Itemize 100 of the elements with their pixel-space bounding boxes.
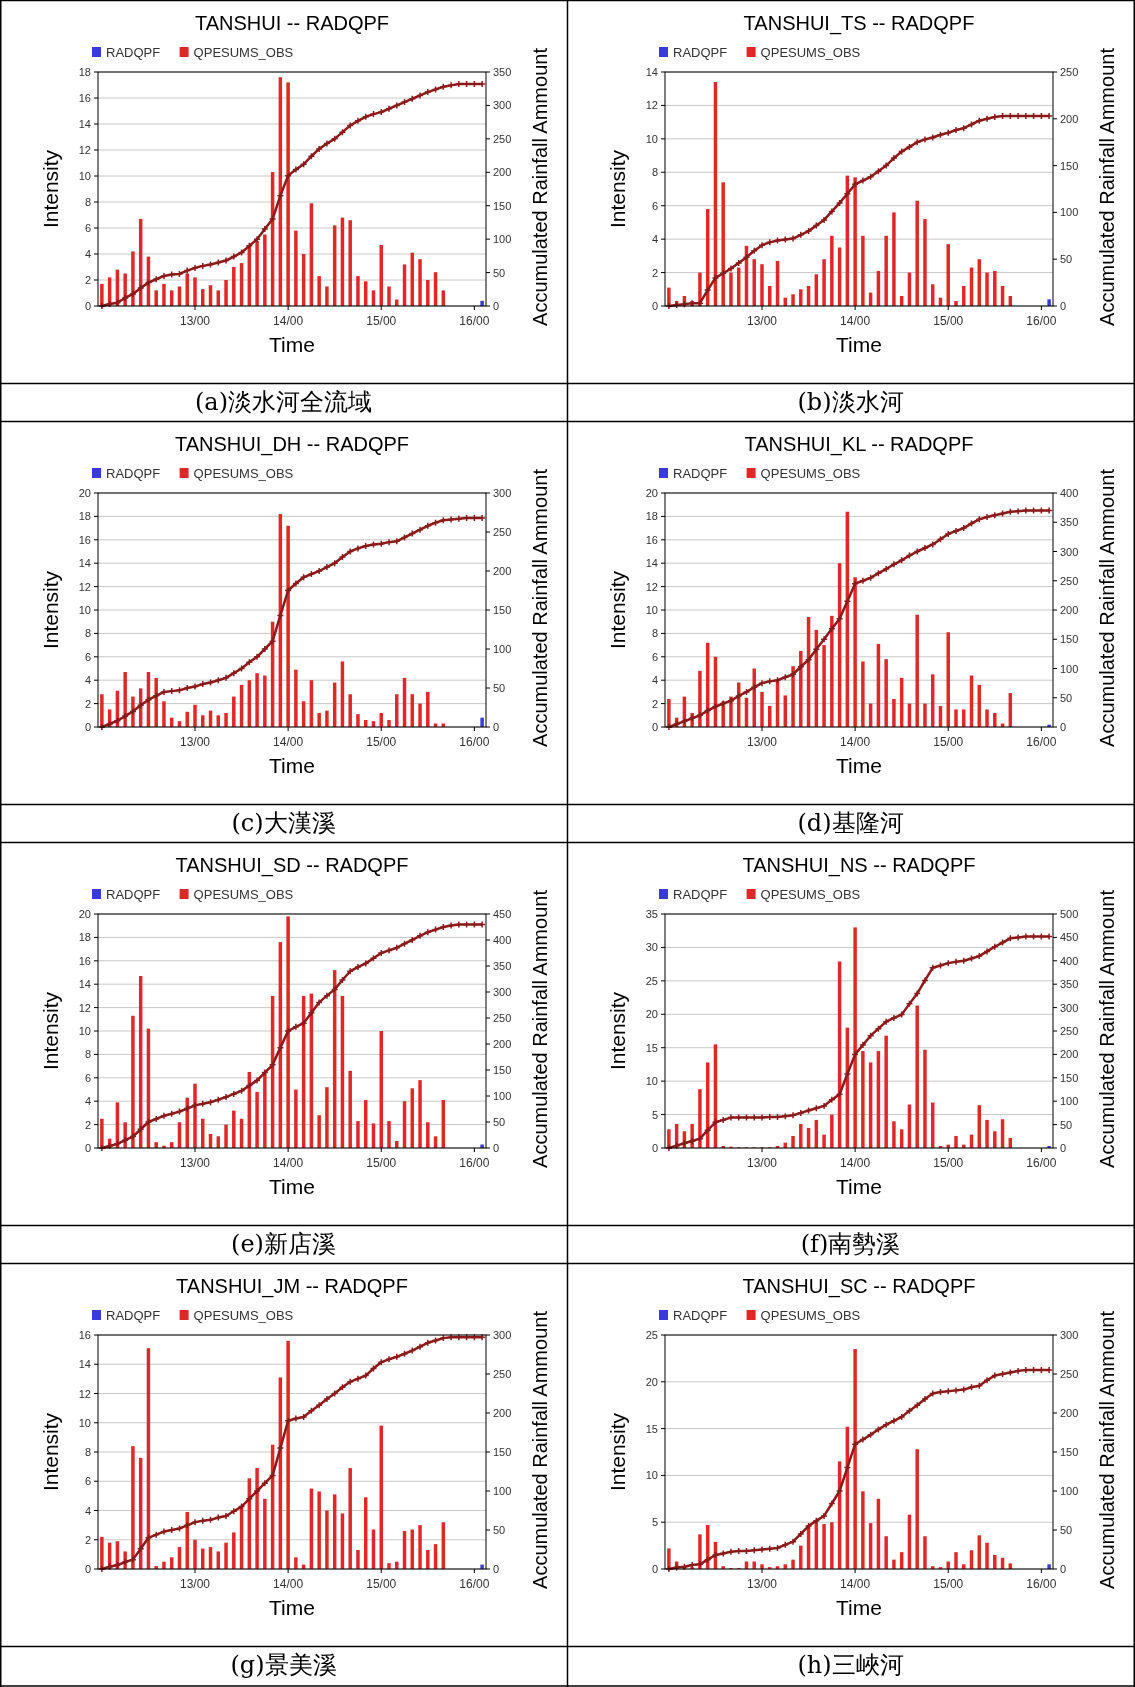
y2-tick-label: 250: [1060, 574, 1079, 587]
y2-tick-label: 200: [493, 1038, 512, 1050]
y-tick-label: 6: [84, 1071, 91, 1084]
y2-tick-label: 150: [1060, 633, 1079, 646]
x-tick-label: 16/00: [459, 1577, 490, 1591]
y2-tick-label: 100: [1060, 1095, 1079, 1108]
y-tick-label: 8: [84, 1446, 91, 1458]
y-tick-label: 10: [78, 170, 91, 182]
y-tick-label: 25: [645, 974, 658, 987]
y2-tick-label: 50: [493, 266, 506, 279]
y2-axis-title: Accumulated Rainfall Ammount: [1096, 47, 1118, 326]
legend-label: RADQPF: [106, 45, 161, 60]
y2-tick-label: 200: [493, 1407, 512, 1419]
y-axis-title: Intensity: [39, 149, 62, 229]
legend-label: RADQPF: [106, 1308, 161, 1323]
legend-label: QPESUMS_OBS: [760, 887, 861, 902]
y-tick-label: 18: [78, 931, 91, 944]
x-tick-label: 13/00: [179, 735, 211, 749]
y2-tick-label: 150: [1060, 159, 1079, 172]
y-tick-label: 0: [84, 1142, 91, 1154]
y2-tick-label: 250: [493, 1012, 512, 1024]
text: (f)南勢溪: [799, 1229, 902, 1260]
x-tick-label: 15/00: [366, 314, 397, 328]
y-tick-label: 0: [651, 300, 658, 312]
y2-tick-label: 300: [493, 1329, 512, 1341]
y2-tick-label: 300: [493, 99, 512, 112]
legend-label: QPESUMS_OBS: [193, 45, 294, 60]
y2-tick-label: 50: [1060, 691, 1073, 704]
x-tick-label: 15/00: [933, 314, 964, 328]
y-tick-label: 12: [645, 580, 658, 593]
legend-label: QPESUMS_OBS: [760, 1308, 861, 1323]
y2-tick-label: 50: [493, 682, 506, 694]
y2-axis-title: Accumulated Rainfall Ammount: [1096, 889, 1118, 1168]
y-tick-label: 0: [651, 721, 658, 733]
x-tick-label: 13/00: [746, 314, 778, 328]
y2-tick-label: 150: [493, 604, 512, 616]
y2-axis-title: Accumulated Rainfall Ammount: [529, 1310, 551, 1589]
y2-tick-label: 200: [493, 166, 512, 179]
y-tick-label: 8: [84, 627, 91, 640]
y-tick-label: 6: [651, 199, 658, 212]
legend-label: RADQPF: [673, 466, 728, 481]
y-tick-label: 20: [78, 487, 91, 499]
chart-title: TANSHUI -- RADQPF: [194, 12, 390, 34]
x-axis-title: Time: [269, 1596, 315, 1619]
y-axis-title: Intensity: [39, 991, 62, 1071]
x-tick-label: 14/00: [273, 1577, 304, 1591]
legend-label: RADQPF: [673, 1308, 728, 1323]
y2-tick-label: 0: [1060, 721, 1067, 733]
y2-tick-label: 450: [493, 908, 512, 920]
y2-tick-label: 0: [1060, 300, 1067, 312]
x-tick-label: 15/00: [933, 735, 964, 749]
y-tick-label: 14: [78, 1358, 91, 1371]
y-tick-label: 10: [78, 1025, 91, 1037]
y-tick-label: 10: [645, 1075, 658, 1088]
y2-tick-label: 0: [493, 1563, 500, 1575]
y-tick-label: 18: [78, 510, 91, 523]
y2-tick-label: 150: [493, 199, 512, 212]
y-tick-label: 2: [651, 266, 658, 279]
legend-label: QPESUMS_OBS: [760, 45, 861, 60]
y-tick-label: 10: [78, 1416, 91, 1429]
chart-title: TANSHUI_NS -- RADQPF: [742, 854, 976, 877]
y2-tick-label: 0: [1060, 1142, 1067, 1154]
x-axis-title: Time: [836, 754, 882, 777]
y-tick-label: 15: [645, 1422, 658, 1435]
y-axis-title: Intensity: [606, 1412, 629, 1492]
y-tick-label: 20: [645, 1008, 658, 1021]
x-tick-label: 16/00: [1026, 1156, 1057, 1170]
y2-tick-label: 150: [493, 1064, 512, 1076]
y2-tick-label: 100: [1060, 206, 1079, 219]
x-tick-label: 16/00: [1026, 1577, 1057, 1591]
y2-tick-label: 250: [493, 526, 512, 538]
y-tick-label: 20: [78, 908, 91, 920]
x-tick-label: 15/00: [933, 1156, 964, 1170]
x-tick-label: 16/00: [1026, 735, 1057, 749]
y-tick-label: 18: [645, 510, 658, 523]
x-axis-title: Time: [269, 754, 315, 777]
x-tick-label: 15/00: [366, 735, 397, 749]
x-tick-label: 15/00: [933, 1577, 964, 1591]
y-tick-label: 15: [645, 1041, 658, 1054]
x-tick-label: 14/00: [840, 314, 871, 328]
y2-tick-label: 400: [493, 934, 512, 946]
y2-tick-label: 50: [1060, 253, 1073, 266]
y-tick-label: 0: [84, 300, 91, 312]
y2-tick-label: 250: [1060, 1025, 1079, 1037]
y2-tick-label: 300: [493, 986, 512, 998]
x-tick-label: 16/00: [1026, 314, 1057, 328]
text: (h)三峽河: [796, 1650, 905, 1681]
y-tick-label: 0: [84, 1563, 91, 1575]
chart-title: TANSHUI_TS -- RADQPF: [743, 12, 975, 35]
legend-label: RADQPF: [106, 887, 161, 902]
y-tick-label: 12: [78, 144, 91, 156]
y-tick-label: 4: [84, 248, 91, 260]
y2-tick-label: 200: [1060, 112, 1079, 125]
y2-tick-label: 0: [493, 1142, 500, 1154]
y-tick-label: 20: [645, 487, 658, 499]
y-tick-label: 2: [84, 1533, 91, 1546]
y2-tick-label: 100: [493, 1090, 512, 1102]
y2-tick-label: 350: [493, 960, 512, 972]
y2-tick-label: 100: [493, 1485, 512, 1497]
y-tick-label: 6: [84, 650, 91, 663]
